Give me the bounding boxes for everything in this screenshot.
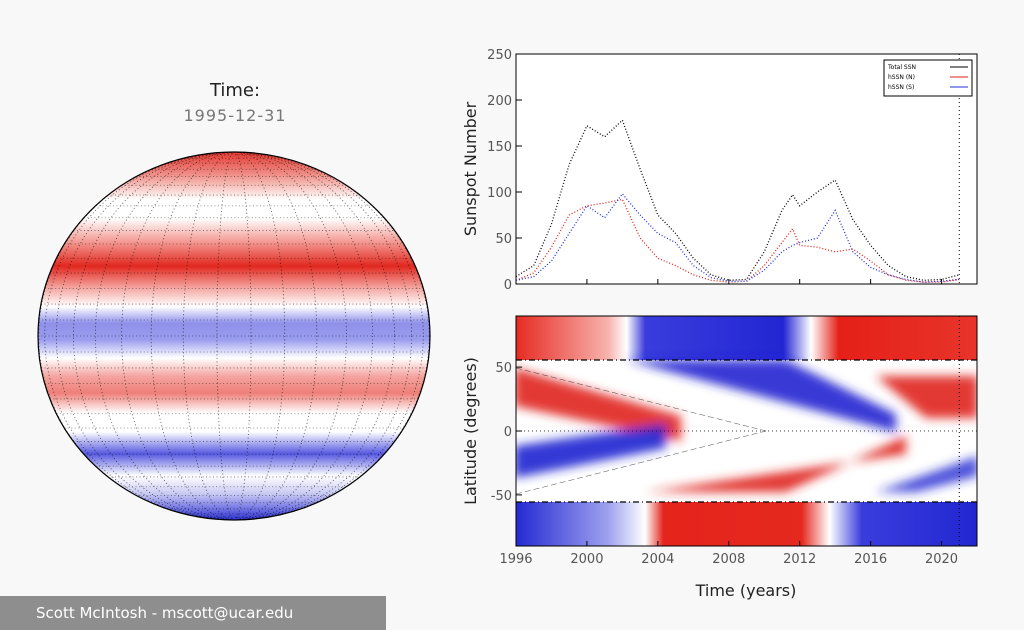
total-ssn-line [515,119,960,281]
butterfly-x-tick-label: 2012 [783,552,816,567]
globe-longitude-line [73,152,395,520]
sun-globe [37,151,431,521]
sunspot-y-tick-label: 0 [504,278,512,293]
sunspot-y-axis-label: Sunspot Number [461,101,480,236]
south-band-blue [516,424,666,478]
legend: Total SSN hSSN (N) hSSN (S) [883,59,973,97]
north-polar-field [516,316,977,360]
globe-longitude-line [44,152,424,520]
butterfly-y-tick-label: -50 [491,489,512,504]
globe-longitude-line [38,152,430,520]
butterfly-x-tick-label: 2008 [712,552,745,567]
globe-longitude-line [150,152,318,520]
globe-longitude-line [216,152,252,520]
globe-longitude-line [95,152,373,520]
legend-total-label: Total SSN [887,64,916,71]
sunspot-y-tick-label: 200 [487,94,512,109]
butterfly-y-tick-label: 0 [504,425,512,440]
sunspot-chart: 0 50 100 150 200 250 Total SSN hSSN (N) hSSN … [461,48,978,293]
north-band-blue [626,360,896,432]
globe-longitude-line [121,152,347,520]
north-band-red-late [876,376,977,418]
butterfly-chart: -50 0 50 1996 2000 2004 2008 2012 2016 2020 Time… [461,315,978,600]
legend-north-label: hSSN (N) [888,74,915,81]
time-value: 1995-12-31 [183,106,287,125]
butterfly-x-tick-label: 2004 [641,552,674,567]
butterfly-x-axis-label: Time (years) [695,581,797,600]
legend-south-label: hSSN (S) [888,84,914,91]
sunspot-y-tick-label: 150 [487,140,512,155]
butterfly-y-tick-label: 50 [495,361,512,376]
south-polar-field [516,502,977,546]
credit-banner: Scott McIntosh - mscott@ucar.edu [0,596,386,630]
sunspot-y-tick-label: 250 [487,48,512,63]
butterfly-x-tick-label: 2000 [570,552,603,567]
south-band-red [646,436,906,492]
north-ssn-line [515,198,960,283]
time-title: Time: [209,80,261,101]
globe-longitude-line [55,152,413,520]
sunspot-y-tick-label: 50 [495,232,512,247]
butterfly-x-tick-label: 1996 [499,552,532,567]
butterfly-x-tick-label: 2020 [925,552,958,567]
butterfly-x-tick-label: 2016 [854,552,887,567]
butterfly-y-axis-label: Latitude (degrees) [461,357,480,505]
sunspot-y-tick-label: 100 [487,186,512,201]
south-wing-guide [516,430,767,495]
south-ssn-line [515,192,960,283]
globe-grid [38,152,430,520]
north-band-red [516,368,681,441]
north-wing-guide [516,367,767,432]
sun-limb [37,151,431,521]
